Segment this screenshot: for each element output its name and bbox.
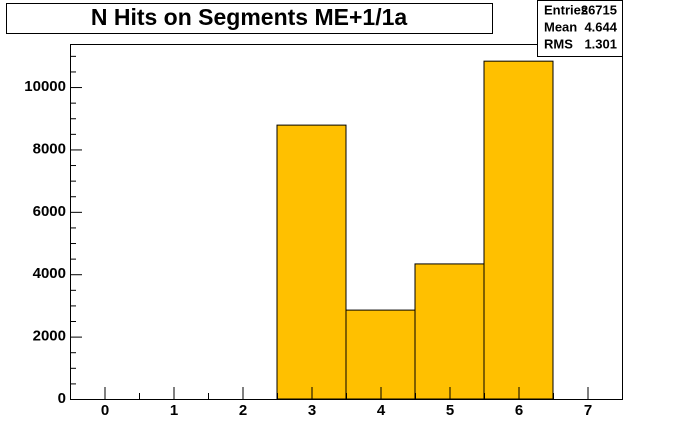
x-tick-label: 4 <box>377 402 386 419</box>
stats-value: 26715 <box>581 2 617 17</box>
y-tick-label: 8000 <box>33 140 66 157</box>
x-tick-label: 6 <box>515 402 523 419</box>
stats-label: Entries <box>544 2 588 17</box>
x-tick-label: 0 <box>101 402 109 419</box>
x-tick-label: 5 <box>446 402 454 419</box>
bar <box>414 263 485 400</box>
x-tick-label: 2 <box>239 402 247 419</box>
y-tick-label: 4000 <box>33 265 66 282</box>
bar <box>345 309 416 400</box>
title-box <box>6 3 493 34</box>
x-tick-label: 3 <box>308 402 316 419</box>
y-tick-label: 10000 <box>24 78 66 95</box>
y-tick-label: 0 <box>58 390 66 407</box>
bar <box>276 124 347 400</box>
y-tick-label: 6000 <box>33 203 66 220</box>
bar <box>483 60 554 400</box>
stats-label: RMS <box>544 36 573 51</box>
y-tick-label: 2000 <box>33 328 66 345</box>
stats-box <box>537 0 623 57</box>
stats-value: 1.301 <box>584 36 617 51</box>
stats-value: 4.644 <box>584 19 617 34</box>
stats-label: Mean <box>544 19 577 34</box>
x-tick-label: 1 <box>170 402 178 419</box>
chart-title: N Hits on Segments ME+1/1a <box>91 4 408 30</box>
x-tick-label: 7 <box>584 402 592 419</box>
